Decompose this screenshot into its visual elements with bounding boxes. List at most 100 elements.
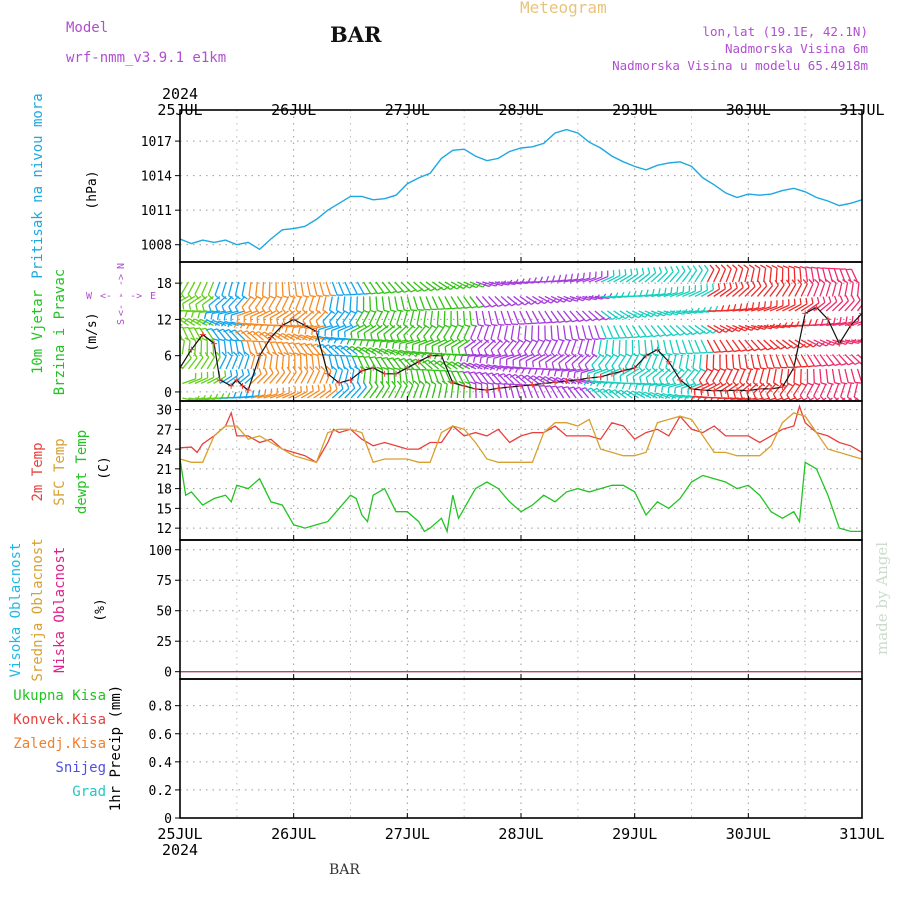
wind-barb-flag	[672, 378, 676, 385]
wind-barb-flag	[317, 384, 320, 391]
wind-barb-flag	[309, 295, 317, 298]
wind-barb	[844, 300, 855, 312]
wind-barb	[776, 324, 791, 328]
wind-barb	[425, 339, 439, 346]
wind-barb-flag	[545, 275, 550, 283]
wind-barb-flag	[184, 311, 188, 318]
wind-barb	[325, 388, 338, 399]
wind-barb	[275, 341, 283, 355]
wind-barb-flag	[305, 385, 308, 392]
wind-barb-flag	[751, 302, 755, 309]
wind-barb	[450, 384, 454, 399]
wind-barb	[763, 397, 777, 401]
wind-barb-flag	[845, 295, 850, 302]
wind-barb	[685, 368, 696, 381]
wind-barb-flag	[218, 338, 225, 342]
wind-barb	[476, 325, 483, 339]
wind-barb	[357, 346, 371, 356]
wind-barb	[319, 281, 325, 296]
panel-grid-pressure	[179, 110, 863, 262]
wind-barb	[663, 339, 668, 354]
wind-barb-flag	[471, 305, 478, 309]
wind-barb	[557, 279, 572, 283]
wind-barb	[838, 368, 843, 383]
wind-barb-flag	[571, 352, 577, 358]
wind-speed-marker	[404, 364, 411, 371]
wind-barb	[427, 359, 440, 370]
wind-speed-marker	[199, 331, 206, 338]
wind-barb	[637, 339, 641, 354]
wind-barb-flag	[805, 266, 812, 269]
wind-barb-flag	[583, 379, 589, 386]
wind-barb	[712, 368, 721, 382]
wind-speed-marker	[233, 376, 240, 383]
wind-barb-flag	[503, 373, 510, 378]
wind-barb-flag	[486, 382, 494, 385]
wind-barb-flag	[471, 363, 477, 369]
wind-barb-flag	[331, 365, 338, 371]
wind-unit: (m/s)	[85, 312, 100, 351]
wind-barb	[669, 324, 681, 336]
wind-barb	[769, 339, 781, 350]
wind-barb-flag	[357, 332, 360, 339]
wind-barb-flag	[311, 353, 318, 356]
wind-barb	[506, 353, 521, 360]
wind-barb-flag	[743, 264, 749, 269]
wind-barb-flag	[652, 392, 658, 398]
wind-barb-flag	[358, 346, 365, 352]
wind-barb	[775, 354, 782, 368]
wind-speed-marker	[620, 367, 627, 374]
wind-barb-flag	[323, 294, 330, 297]
wind-barb-flag	[719, 367, 726, 372]
wind-barb	[681, 339, 688, 354]
wind-barb-flag	[464, 306, 471, 309]
wind-speed-marker	[847, 322, 854, 329]
wind-barb	[706, 339, 715, 353]
wind-barb-flag	[409, 324, 416, 329]
wind-barb-flag	[370, 333, 373, 340]
wind-barb-flag	[336, 309, 342, 314]
wind-barb	[718, 368, 727, 382]
wind-barb	[844, 354, 856, 365]
wind-barb-flag	[340, 338, 344, 345]
wind-barb	[252, 340, 258, 355]
wind-barb	[825, 301, 838, 312]
wind-barb	[657, 292, 672, 298]
wind-speed-marker	[608, 370, 615, 377]
wind-barb	[221, 295, 233, 307]
wind-barb-flag	[811, 266, 818, 269]
wind-barb	[333, 344, 346, 355]
wind-barb-flag	[229, 329, 236, 333]
wind-barb-flag	[397, 309, 404, 312]
wind-barb-flag	[228, 306, 232, 313]
wind-barb-flag	[293, 342, 300, 346]
wind-barb	[194, 397, 209, 401]
wind-barb-flag	[664, 266, 668, 273]
wind-barb	[437, 384, 443, 399]
wind-barb-flag	[456, 370, 463, 373]
wind-barb	[575, 325, 580, 340]
wind-barb	[525, 353, 539, 362]
wind-barb-flag	[481, 381, 488, 385]
wind-barb	[506, 295, 519, 306]
wind-barb-flag	[311, 385, 314, 392]
wind-barb	[451, 339, 464, 348]
wind-barb	[325, 370, 332, 384]
wind-barb	[816, 268, 821, 283]
wind-barb-flag	[183, 318, 190, 323]
wind-barb	[399, 339, 414, 344]
panel-grid-precip	[179, 679, 863, 819]
wind-barb-flag	[477, 348, 481, 355]
wind-barb	[456, 383, 460, 399]
wind-barb	[831, 368, 836, 383]
x-tick-label-top: 29JUL	[612, 101, 657, 119]
wind-barb-flag	[723, 282, 727, 289]
wind-barb	[416, 369, 421, 384]
wind-barb	[344, 281, 352, 295]
wind-barb	[389, 310, 396, 325]
wind-barb-flag	[545, 362, 548, 369]
wind-barb-flag	[172, 310, 174, 315]
wind-barb	[532, 375, 546, 385]
wind-barb	[813, 354, 822, 367]
wind-barb	[763, 267, 767, 283]
